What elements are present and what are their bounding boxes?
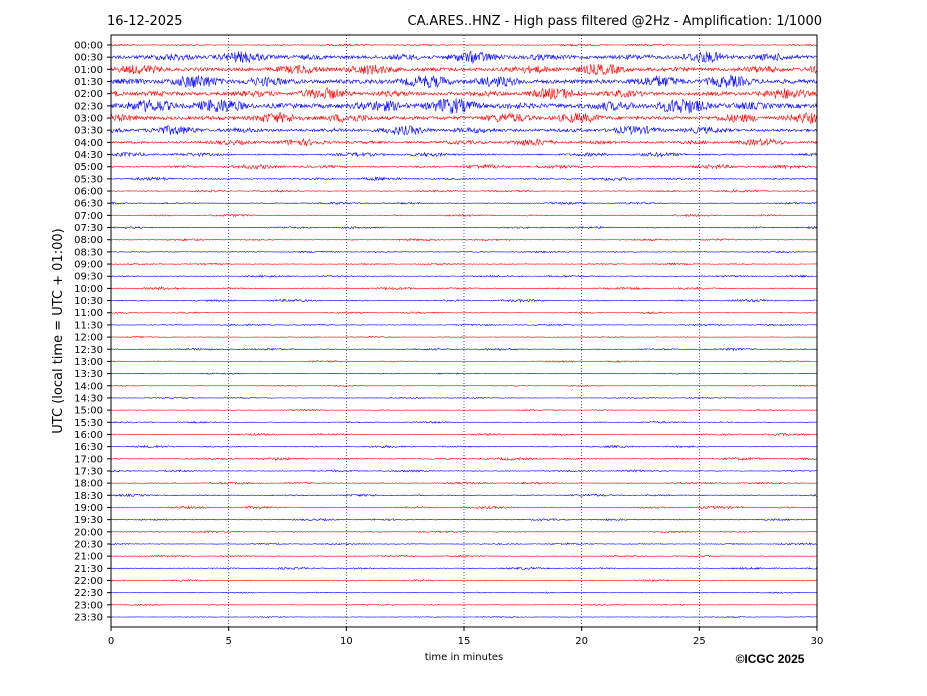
y-tick-label: 12:00 — [74, 333, 103, 344]
y-tick-label: 10:00 — [74, 284, 103, 295]
y-tick-label: 17:30 — [74, 466, 103, 477]
trace — [110, 112, 817, 124]
y-tick-label: 01:30 — [74, 77, 103, 88]
trace — [110, 554, 817, 558]
trace — [110, 137, 817, 147]
y-tick-label: 01:00 — [74, 65, 103, 76]
y-tick-label: 04:00 — [74, 138, 103, 149]
y-tick-label: 00:30 — [74, 53, 103, 64]
trace — [110, 566, 817, 571]
trace — [110, 335, 817, 339]
trace — [110, 384, 817, 387]
x-tick-label: 25 — [693, 636, 706, 647]
trace — [110, 213, 817, 218]
y-tick-label: 19:00 — [74, 503, 103, 514]
y-tick-label: 10:30 — [74, 296, 103, 307]
y-tick-label: 23:00 — [74, 600, 103, 611]
trace — [110, 542, 817, 546]
y-tick-label: 00:00 — [74, 41, 103, 52]
trace — [110, 50, 817, 65]
x-axis-label: time in minutes — [425, 652, 504, 663]
y-tick-label: 23:30 — [74, 613, 103, 624]
y-tick-label: 21:30 — [74, 564, 103, 575]
y-tick-label: 20:00 — [74, 527, 103, 538]
y-tick-label: 18:00 — [74, 479, 103, 490]
x-tick-label: 0 — [108, 636, 114, 647]
y-tick-label: 22:30 — [74, 588, 103, 599]
trace — [110, 530, 817, 534]
trace — [110, 98, 817, 114]
y-tick-label: 15:30 — [74, 418, 103, 429]
y-tick-label: 20:30 — [74, 539, 103, 550]
trace — [110, 163, 817, 170]
x-tick-label: 30 — [811, 636, 824, 647]
y-tick-label: 11:00 — [74, 308, 103, 319]
x-tick-label: 5 — [225, 636, 231, 647]
y-tick-label: 12:30 — [74, 345, 103, 356]
trace — [110, 493, 817, 498]
y-tick-label: 19:30 — [74, 515, 103, 526]
y-tick-label: 08:30 — [74, 247, 103, 258]
trace — [110, 323, 817, 327]
y-tick-label: 06:30 — [74, 199, 103, 210]
x-tick-label: 15 — [458, 636, 471, 647]
y-tick-label: 14:30 — [74, 393, 103, 404]
trace — [110, 579, 817, 582]
y-tick-label: 02:30 — [74, 101, 103, 112]
x-tick-label: 10 — [340, 636, 353, 647]
date: 16-12-2025 — [107, 14, 183, 29]
y-tick-label: 08:00 — [74, 235, 103, 246]
trace — [110, 616, 817, 619]
y-tick-label: 15:00 — [74, 406, 103, 417]
y-tick-label: 07:00 — [74, 211, 103, 222]
trace — [110, 311, 817, 315]
y-tick-label: 14:00 — [74, 381, 103, 392]
y-tick-label: 21:00 — [74, 552, 103, 563]
y-tick-label: 02:00 — [74, 89, 103, 100]
trace — [110, 176, 817, 182]
trace — [110, 591, 817, 594]
y-tick-label: 17:00 — [74, 454, 103, 465]
x-tick-label: 20 — [575, 636, 588, 647]
y-tick-label: 03:30 — [74, 126, 103, 137]
y-tick-label: 11:30 — [74, 320, 103, 331]
y-tick-label: 05:00 — [74, 162, 103, 173]
y-tick-label: 04:30 — [74, 150, 103, 161]
y-axis-label: UTC (local time = UTC + 01:00) — [51, 228, 66, 433]
trace — [110, 372, 817, 375]
trace — [110, 347, 817, 352]
trace — [110, 517, 817, 522]
y-tick-label: 16:30 — [74, 442, 103, 453]
y-tick-label: 16:00 — [74, 430, 103, 441]
y-tick-label: 07:30 — [74, 223, 103, 234]
y-tick-label: 18:30 — [74, 491, 103, 502]
trace — [110, 151, 817, 158]
trace — [110, 603, 817, 606]
y-tick-label: 03:00 — [74, 114, 103, 125]
y-tick-label: 09:00 — [74, 260, 103, 271]
y-tick-label: 06:00 — [74, 187, 103, 198]
plot-frame — [110, 34, 818, 628]
y-tick-label: 13:30 — [74, 369, 103, 380]
trace — [110, 505, 817, 510]
trace — [110, 360, 817, 363]
y-tick-label: 09:30 — [74, 272, 103, 283]
y-tick-label: 13:00 — [74, 357, 103, 368]
y-tick-label: 05:30 — [74, 174, 103, 185]
y-tick-label: 22:00 — [74, 576, 103, 587]
trace — [110, 286, 817, 291]
trace — [110, 125, 817, 136]
credit: ©ICGC 2025 — [736, 652, 805, 666]
chart-title: CA.ARES..HNZ - High pass filtered @2Hz -… — [408, 14, 822, 29]
